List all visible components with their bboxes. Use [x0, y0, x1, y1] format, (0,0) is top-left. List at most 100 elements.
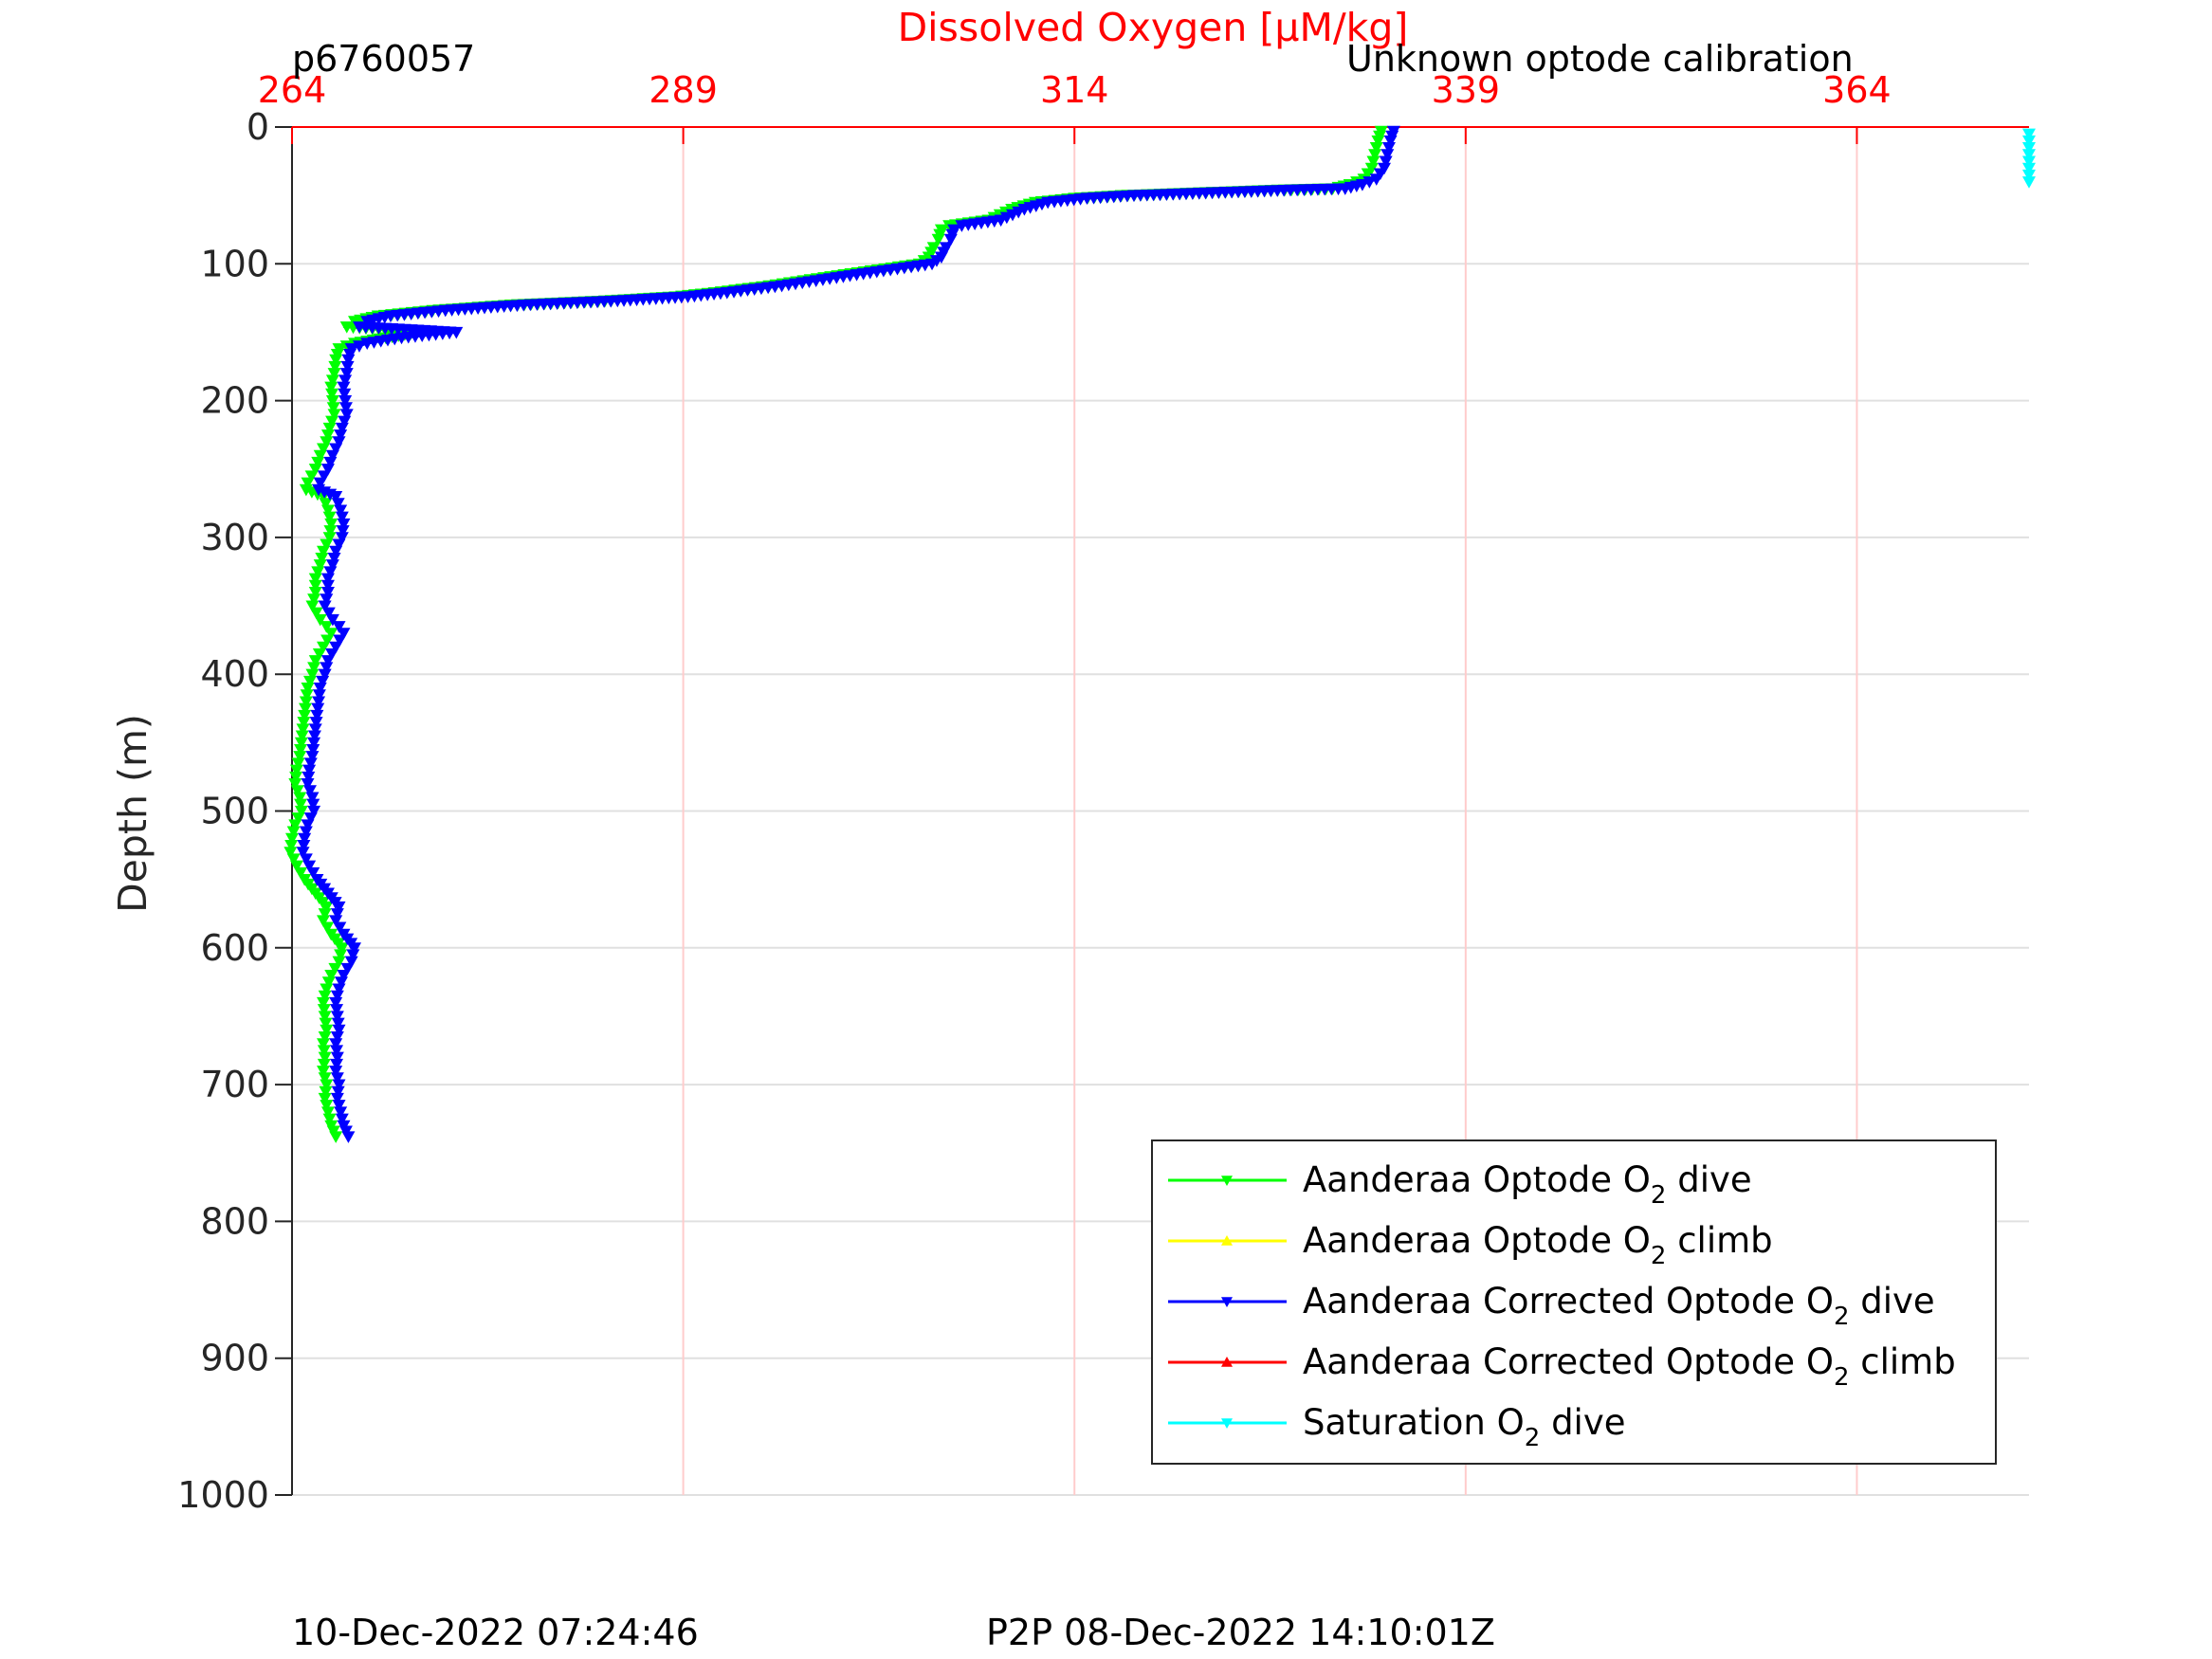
series-marker: [320, 1024, 334, 1037]
series-marker: [330, 990, 344, 1003]
x-tick-label: 364: [1822, 69, 1892, 111]
series-marker: [320, 579, 335, 592]
series-marker: [340, 360, 355, 374]
series-marker: [1366, 155, 1380, 169]
series-marker: [329, 545, 343, 558]
series-marker: [317, 545, 331, 558]
series-marker: [322, 422, 337, 435]
series-marker: [327, 409, 341, 422]
series-marker: [320, 436, 334, 448]
series-marker: [317, 915, 331, 927]
series-marker: [313, 613, 327, 627]
series-marker: [332, 436, 346, 448]
series-marker: [320, 504, 335, 518]
series-marker: [332, 621, 346, 633]
series-marker: [335, 1113, 349, 1126]
series-marker: [298, 832, 312, 846]
legend-swatch-marker: [1221, 1235, 1233, 1246]
series-marker: [291, 812, 305, 825]
series-marker: [931, 233, 945, 246]
series-marker: [339, 409, 354, 422]
series-marker: [313, 477, 327, 490]
series-marker: [329, 354, 343, 367]
series-marker: [2022, 135, 2036, 148]
series-marker: [320, 464, 335, 476]
series-marker: [290, 785, 304, 797]
series-marker: [293, 792, 307, 805]
series-marker: [324, 628, 338, 640]
series-marker: [323, 525, 338, 538]
series-marker: [294, 743, 308, 757]
series-marker: [306, 866, 320, 880]
series-marker: [337, 381, 351, 394]
series-marker: [318, 990, 332, 1003]
legend-label: Aanderaa Optode O2 climb: [1303, 1220, 1773, 1270]
series-marker: [308, 723, 322, 736]
calibration-note: Unknown optode calibration: [1346, 38, 1854, 80]
series-marker: [300, 689, 314, 702]
legend-label-subscript: 2: [1651, 1242, 1667, 1270]
series-marker: [323, 566, 338, 578]
series-marker: [330, 1045, 344, 1058]
series-marker: [320, 538, 334, 552]
series-marker: [2022, 149, 2036, 161]
legend-label-main: Aanderaa Corrected Optode O: [1303, 1341, 1834, 1382]
series-marker: [330, 908, 344, 921]
series-marker: [333, 921, 347, 935]
series-marker: [301, 778, 315, 791]
series-marker: [335, 511, 349, 524]
series-marker: [338, 388, 352, 401]
series-marker: [320, 901, 334, 914]
legend-label-tail: dive: [1850, 1281, 1935, 1322]
legend-label-tail: climb: [1666, 1220, 1772, 1261]
series-marker: [308, 655, 322, 667]
series-marker: [302, 764, 317, 777]
legend-label: Saturation O2 dive: [1303, 1402, 1626, 1452]
series-marker: [317, 1066, 331, 1078]
series-marker: [325, 559, 339, 572]
series-marker: [1383, 135, 1398, 148]
series-marker: [329, 1131, 343, 1143]
series-marker: [341, 354, 356, 367]
y-tick-label: 100: [200, 243, 269, 284]
series-marker: [303, 812, 318, 825]
series-marker: [302, 675, 317, 688]
series-marker: [309, 607, 323, 620]
series-marker: [294, 798, 308, 811]
series-marker: [302, 785, 317, 797]
legend-label-subscript: 2: [1525, 1424, 1541, 1452]
series-marker: [337, 518, 351, 531]
series-marker: [330, 1011, 344, 1023]
series-marker: [286, 853, 301, 866]
y-tick-label: 200: [200, 380, 269, 422]
series-marker: [317, 1004, 331, 1016]
series-marker: [307, 805, 321, 818]
y-tick-label: 900: [200, 1338, 269, 1379]
series-marker: [334, 1106, 348, 1119]
footer-timestamp: 10-Dec-2022 07:24:46: [292, 1612, 699, 1653]
series-marker: [325, 449, 339, 463]
legend-swatch-marker: [1221, 1357, 1233, 1367]
series-marker: [302, 771, 316, 784]
series-marker: [293, 751, 307, 763]
legend-swatch-marker: [1221, 1176, 1233, 1186]
series-marker: [294, 866, 308, 880]
series-marker: [2022, 162, 2036, 175]
legend-label-main: Aanderaa Corrected Optode O: [1303, 1281, 1834, 1322]
series-marker: [329, 996, 343, 1010]
series-marker: [2022, 155, 2036, 169]
series-marker: [320, 983, 334, 996]
y-tick-label: 300: [200, 517, 269, 558]
series-marker: [330, 1004, 344, 1016]
series-marker: [294, 805, 308, 818]
series-marker: [333, 634, 347, 647]
series-marker: [337, 628, 351, 640]
profile-id: p6760057: [292, 38, 475, 80]
y-axis-title: Depth (m): [110, 714, 155, 913]
series-marker: [318, 1092, 332, 1105]
series-marker: [319, 1017, 333, 1030]
series-marker: [303, 757, 318, 770]
series-marker: [336, 525, 350, 538]
series-marker: [329, 915, 343, 927]
